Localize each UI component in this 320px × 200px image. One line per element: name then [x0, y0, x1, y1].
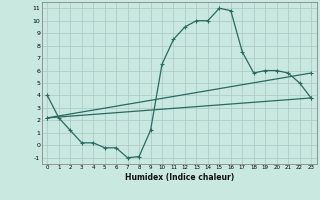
X-axis label: Humidex (Indice chaleur): Humidex (Indice chaleur): [124, 173, 234, 182]
